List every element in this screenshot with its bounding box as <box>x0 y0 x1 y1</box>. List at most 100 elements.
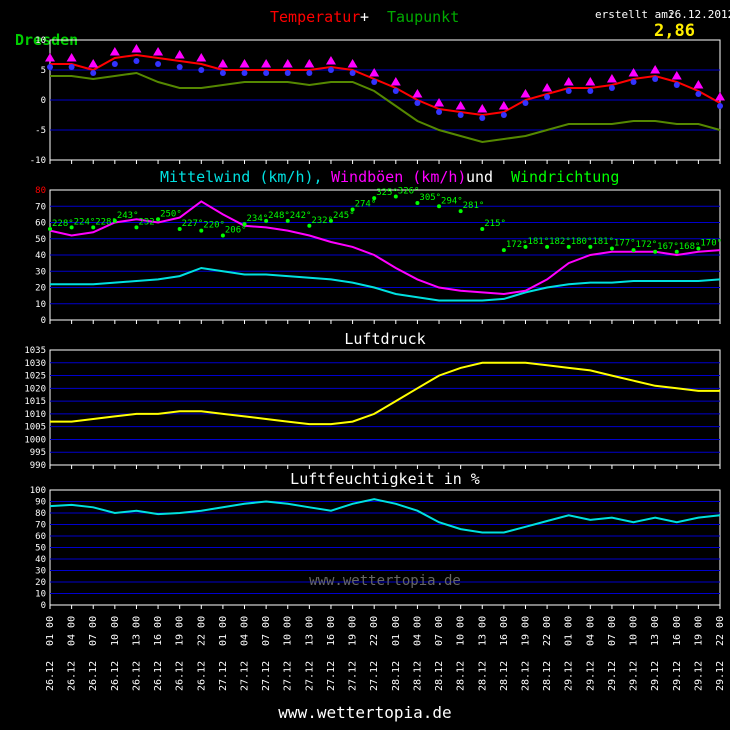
svg-text:28.12: 28.12 <box>434 661 445 691</box>
svg-text:20: 20 <box>35 284 46 294</box>
svg-text:28.12: 28.12 <box>412 661 423 691</box>
svg-text:28.12: 28.12 <box>520 661 531 691</box>
svg-text:10 00: 10 00 <box>456 616 467 646</box>
svg-text:www.wettertopia.de: www.wettertopia.de <box>278 703 451 722</box>
svg-text:07 00: 07 00 <box>607 616 618 646</box>
svg-text:27.12: 27.12 <box>261 661 272 691</box>
svg-text:26.12: 26.12 <box>175 661 186 691</box>
svg-text:70: 70 <box>35 202 46 212</box>
svg-text:04 00: 04 00 <box>412 616 423 646</box>
svg-text:28.12: 28.12 <box>477 661 488 691</box>
svg-text:242°: 242° <box>290 211 312 221</box>
svg-text:243°: 243° <box>117 211 139 221</box>
svg-text:60: 60 <box>35 532 46 542</box>
svg-text:28.12: 28.12 <box>456 661 467 691</box>
svg-text:16 00: 16 00 <box>153 616 164 646</box>
svg-text:40: 40 <box>35 251 46 261</box>
svg-text:250°: 250° <box>160 209 182 219</box>
svg-text:01 00: 01 00 <box>45 616 56 646</box>
svg-text:22 00: 22 00 <box>369 616 380 646</box>
svg-text:29.12: 29.12 <box>672 661 683 691</box>
svg-text:245°: 245° <box>333 211 355 221</box>
svg-text:995: 995 <box>30 448 46 458</box>
svg-text:0: 0 <box>41 96 46 106</box>
svg-text:27.12: 27.12 <box>218 661 229 691</box>
svg-text:27.12: 27.12 <box>283 661 294 691</box>
svg-text:294°: 294° <box>441 196 463 206</box>
svg-text:80: 80 <box>35 186 46 196</box>
svg-text:1025: 1025 <box>24 372 46 382</box>
svg-text:177°: 177° <box>614 239 636 249</box>
svg-text:990: 990 <box>30 461 46 471</box>
svg-text:1030: 1030 <box>24 359 46 369</box>
svg-text:19 00: 19 00 <box>348 616 359 646</box>
svg-text:1005: 1005 <box>24 423 46 433</box>
svg-text:10 00: 10 00 <box>629 616 640 646</box>
svg-text:60: 60 <box>35 219 46 229</box>
svg-text:www.wettertopia.de: www.wettertopia.de <box>309 573 461 589</box>
svg-text:erstellt am:: erstellt am: <box>595 8 674 21</box>
svg-text:29.12: 29.12 <box>693 661 704 691</box>
svg-text:28.12: 28.12 <box>391 661 402 691</box>
svg-text:16 00: 16 00 <box>672 616 683 646</box>
svg-text:1035: 1035 <box>24 346 46 356</box>
svg-text:27.12: 27.12 <box>304 661 315 691</box>
svg-text:100: 100 <box>30 486 46 496</box>
svg-text:Windböen (km/h): Windböen (km/h) <box>331 168 466 186</box>
svg-text:281°: 281° <box>463 201 485 211</box>
svg-text:19 00: 19 00 <box>175 616 186 646</box>
svg-text:01 00: 01 00 <box>391 616 402 646</box>
svg-text:29.12: 29.12 <box>585 661 596 691</box>
svg-text:10 00: 10 00 <box>283 616 294 646</box>
svg-text:28.12: 28.12 <box>542 661 553 691</box>
svg-text:10: 10 <box>35 590 46 600</box>
svg-text:215°: 215° <box>484 219 506 229</box>
svg-text:172°: 172° <box>636 240 658 250</box>
svg-text:29.12: 29.12 <box>715 661 726 691</box>
svg-text:10 00: 10 00 <box>110 616 121 646</box>
svg-text:26.12: 26.12 <box>153 661 164 691</box>
svg-text:07 00: 07 00 <box>434 616 445 646</box>
svg-text:29.12: 29.12 <box>629 661 640 691</box>
svg-text:1015: 1015 <box>24 397 46 407</box>
svg-text:168°: 168° <box>679 242 701 252</box>
svg-text:2,86: 2,86 <box>654 21 695 41</box>
svg-text:Taupunkt: Taupunkt <box>387 8 459 26</box>
svg-text:1000: 1000 <box>24 435 46 445</box>
svg-text:16 00: 16 00 <box>499 616 510 646</box>
weather-meteogram: erstellt am:26.12.20122,86DresdenTempera… <box>0 0 730 730</box>
svg-text:01 00: 01 00 <box>564 616 575 646</box>
svg-text:234°: 234° <box>247 214 269 224</box>
svg-text:29.12: 29.12 <box>607 661 618 691</box>
svg-text:227°: 227° <box>182 219 204 229</box>
svg-text:22 00: 22 00 <box>715 616 726 646</box>
svg-text:170°: 170° <box>700 239 722 249</box>
svg-text:26.12.2012: 26.12.2012 <box>668 8 730 21</box>
svg-text:07 00: 07 00 <box>261 616 272 646</box>
svg-text:0: 0 <box>41 316 46 326</box>
svg-text:1010: 1010 <box>24 410 46 420</box>
svg-text:07 00: 07 00 <box>88 616 99 646</box>
svg-text:26.12: 26.12 <box>110 661 121 691</box>
svg-text:+: + <box>360 8 369 26</box>
svg-text:22 00: 22 00 <box>196 616 207 646</box>
svg-text:1020: 1020 <box>24 384 46 394</box>
svg-text:13 00: 13 00 <box>304 616 315 646</box>
svg-text:Luftfeuchtigkeit in %: Luftfeuchtigkeit in % <box>290 470 480 488</box>
svg-text:22 00: 22 00 <box>542 616 553 646</box>
svg-text:26.12: 26.12 <box>131 661 142 691</box>
svg-text:26.12: 26.12 <box>88 661 99 691</box>
svg-text:13 00: 13 00 <box>650 616 661 646</box>
svg-text:10: 10 <box>35 300 46 310</box>
svg-text:und: und <box>466 168 493 186</box>
svg-text:13 00: 13 00 <box>131 616 142 646</box>
svg-text:220°: 220° <box>203 221 225 231</box>
svg-text:40: 40 <box>35 555 46 565</box>
svg-text:70: 70 <box>35 521 46 531</box>
svg-text:27.12: 27.12 <box>348 661 359 691</box>
svg-text:04 00: 04 00 <box>585 616 596 646</box>
svg-text:90: 90 <box>35 498 46 508</box>
svg-text:01 00: 01 00 <box>218 616 229 646</box>
svg-text:27.12: 27.12 <box>369 661 380 691</box>
svg-text:27.12: 27.12 <box>326 661 337 691</box>
